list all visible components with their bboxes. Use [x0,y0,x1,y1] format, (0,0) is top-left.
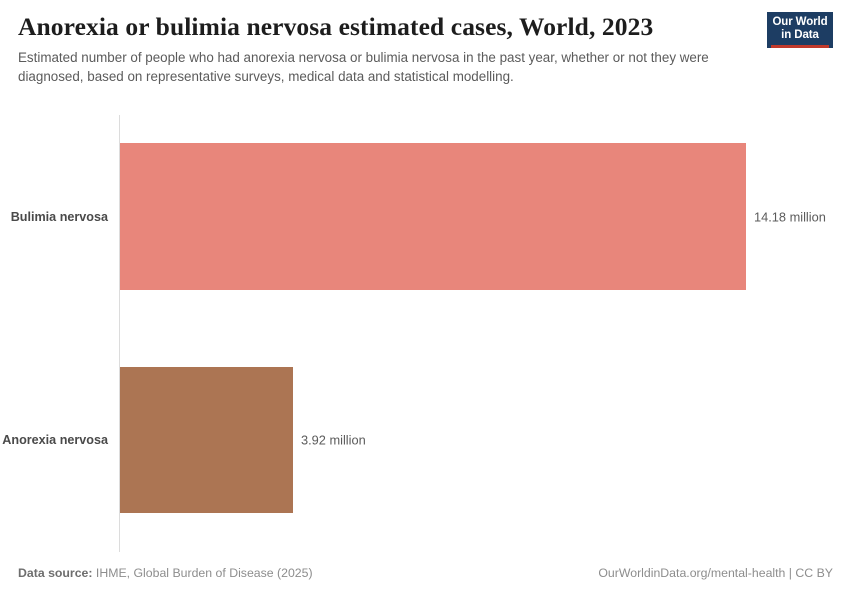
bar-value-label: 3.92 million [301,432,366,448]
bar-row: Bulimia nervosa 14.18 million [0,143,850,290]
plot-area: Bulimia nervosa 14.18 million Anorexia n… [0,100,850,555]
chart-subtitle: Estimated number of people who had anore… [18,50,709,84]
chart-header: Anorexia or bulimia nervosa estimated ca… [18,12,758,86]
logo-line-1: Our World [772,16,828,28]
our-world-in-data-logo[interactable]: Our World in Data [767,12,833,48]
y-axis-line [119,115,120,552]
bar-category-label: Anorexia nervosa [2,433,108,447]
bar-bulimia-nervosa[interactable] [120,143,746,290]
bar-anorexia-nervosa[interactable] [120,367,293,513]
bar-row: Anorexia nervosa 3.92 million [0,367,850,513]
attribution-link[interactable]: OurWorldinData.org/mental-health | CC BY [598,566,833,580]
data-source-value: IHME, Global Burden of Disease (2025) [92,566,313,580]
data-source: Data source: IHME, Global Burden of Dise… [18,566,313,580]
bar-category-label: Bulimia nervosa [10,209,108,224]
logo-underline [771,45,829,48]
chart-footer: Data source: IHME, Global Burden of Dise… [18,566,833,582]
data-source-label: Data source: [18,566,93,580]
logo-line-2: in Data [781,29,819,41]
bar-value-label: 14.18 million [754,209,826,224]
page-title: Anorexia or bulimia nervosa estimated ca… [18,12,654,41]
